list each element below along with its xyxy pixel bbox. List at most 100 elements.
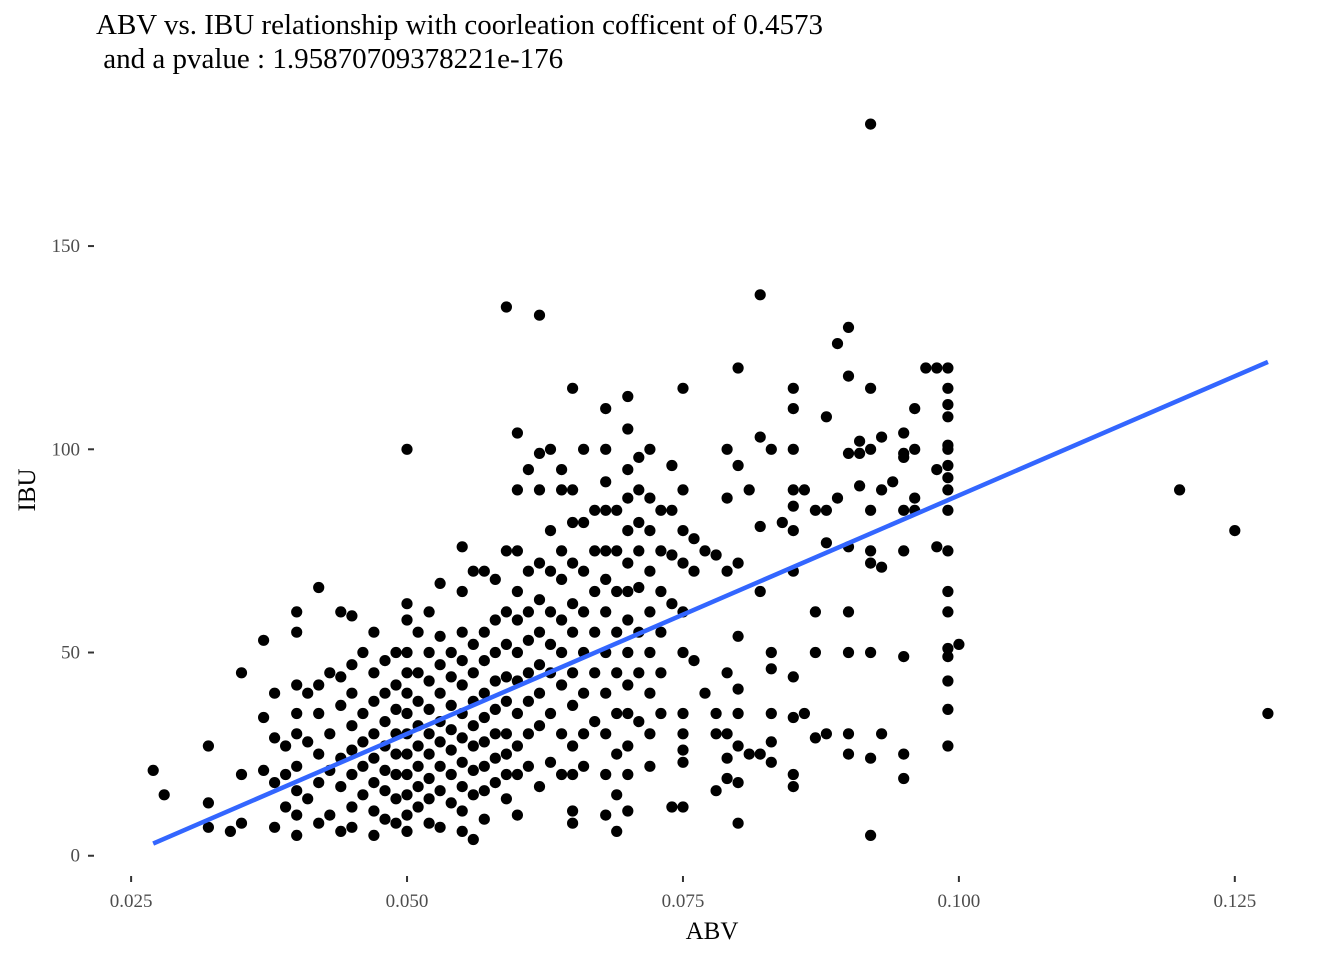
data-point xyxy=(942,382,954,394)
data-point xyxy=(489,777,501,789)
data-point xyxy=(478,687,490,699)
data-point xyxy=(456,781,468,793)
data-point xyxy=(600,606,612,618)
data-point xyxy=(478,626,490,638)
data-point xyxy=(699,545,711,557)
data-point xyxy=(865,752,877,764)
data-point xyxy=(522,695,535,707)
data-point xyxy=(644,728,656,740)
data-point xyxy=(622,464,634,476)
data-point xyxy=(600,443,612,455)
data-point xyxy=(313,777,325,789)
data-point xyxy=(434,577,446,590)
data-point xyxy=(600,403,612,415)
data-point xyxy=(556,646,568,659)
data-point xyxy=(732,740,744,752)
data-point xyxy=(842,606,855,618)
data-point xyxy=(765,736,777,748)
data-point xyxy=(456,732,468,744)
data-point xyxy=(809,504,822,516)
data-point xyxy=(456,585,468,598)
data-point xyxy=(666,459,678,472)
data-point xyxy=(710,728,722,740)
data-point xyxy=(854,480,866,492)
data-point xyxy=(302,687,314,699)
data-point xyxy=(258,764,270,777)
data-point xyxy=(622,646,634,659)
data-point xyxy=(1174,484,1186,496)
chart-title: ABV vs. IBU relationship with coorleatio… xyxy=(96,8,823,76)
data-point xyxy=(478,813,490,825)
data-point xyxy=(876,561,888,573)
data-point xyxy=(644,525,656,537)
data-point xyxy=(533,594,546,606)
data-point xyxy=(633,581,645,594)
data-point xyxy=(865,118,877,130)
data-point xyxy=(942,606,954,618)
data-point xyxy=(500,793,512,805)
data-point xyxy=(533,687,546,699)
data-point xyxy=(567,557,579,569)
data-point xyxy=(324,809,336,821)
data-point xyxy=(942,585,954,598)
data-point xyxy=(335,699,347,712)
data-point xyxy=(600,504,612,516)
data-point xyxy=(401,614,413,626)
data-point xyxy=(258,634,270,646)
data-point xyxy=(291,829,303,842)
data-point xyxy=(522,728,535,740)
data-point xyxy=(798,707,811,720)
data-point xyxy=(809,606,822,618)
data-point xyxy=(644,687,656,699)
data-point xyxy=(412,626,424,638)
data-point xyxy=(335,606,347,618)
data-point xyxy=(401,707,413,720)
data-point xyxy=(578,565,590,577)
data-point xyxy=(269,687,281,699)
data-point xyxy=(809,732,822,744)
data-point xyxy=(291,785,303,797)
data-point xyxy=(633,545,645,557)
data-point xyxy=(401,443,413,455)
data-point xyxy=(920,362,932,374)
data-point xyxy=(544,756,557,768)
data-point xyxy=(434,760,446,772)
data-point xyxy=(235,667,248,679)
data-point xyxy=(600,728,612,740)
data-point xyxy=(743,484,755,496)
data-point xyxy=(600,545,612,557)
data-point xyxy=(368,667,380,679)
data-point xyxy=(434,630,446,642)
data-point xyxy=(942,675,954,687)
data-point xyxy=(291,679,303,691)
data-point xyxy=(633,716,645,728)
data-point xyxy=(787,500,799,512)
data-point xyxy=(357,789,369,801)
data-point xyxy=(302,736,314,748)
data-point xyxy=(622,768,634,781)
data-point xyxy=(721,728,733,740)
data-point xyxy=(533,484,546,496)
data-point xyxy=(511,740,523,752)
data-point xyxy=(522,760,535,772)
data-point xyxy=(765,663,777,675)
data-point xyxy=(854,435,866,447)
data-point xyxy=(578,606,590,618)
data-point xyxy=(544,707,557,720)
data-point xyxy=(368,626,380,638)
data-point xyxy=(644,760,656,772)
data-point xyxy=(589,504,601,516)
data-point xyxy=(666,549,678,561)
data-point xyxy=(820,728,833,740)
data-point xyxy=(644,443,656,455)
data-point xyxy=(511,809,523,821)
data-point xyxy=(622,585,634,598)
data-point xyxy=(787,671,799,683)
data-point xyxy=(556,484,568,496)
data-point xyxy=(556,573,568,586)
data-point xyxy=(489,675,501,687)
data-point xyxy=(423,728,435,740)
data-point xyxy=(390,793,402,805)
data-point xyxy=(600,476,612,488)
data-point xyxy=(456,756,468,768)
